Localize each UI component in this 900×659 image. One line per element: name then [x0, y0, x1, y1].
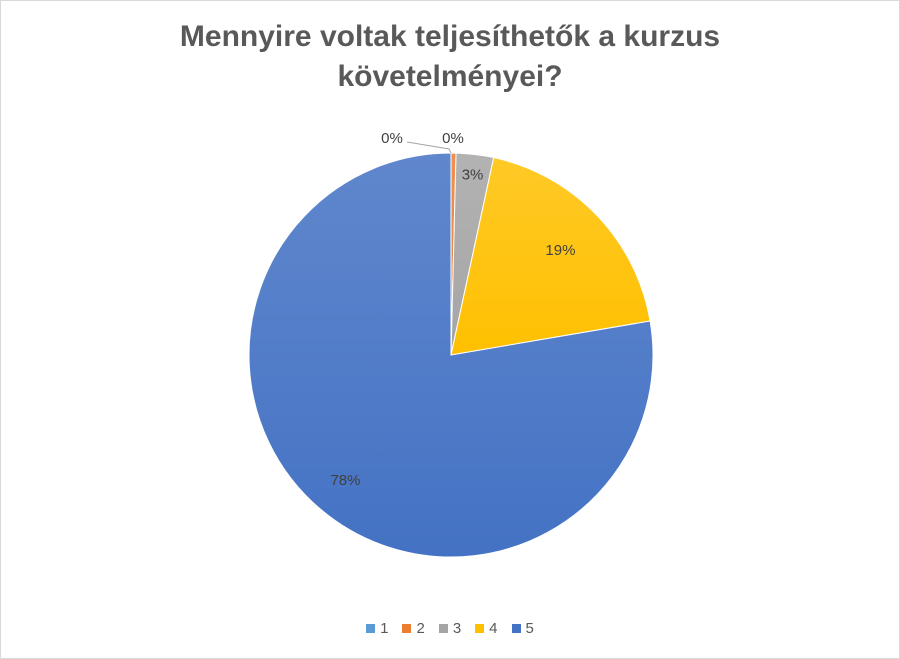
legend-item-5: 5: [511, 620, 534, 637]
data-label-3: 3%: [462, 166, 484, 183]
pie-slice-5: [248, 152, 654, 558]
data-label-1: 0%: [381, 130, 403, 147]
legend-swatch-1: [366, 624, 376, 633]
data-label-5: 78%: [330, 472, 360, 489]
legend-item-2: 2: [402, 620, 425, 637]
legend-item-4: 4: [475, 620, 498, 637]
legend-swatch-4: [475, 624, 485, 633]
chart-title-line-1: Mennyire voltak teljesíthetők a kurzus: [179, 20, 721, 53]
pie-slice-4: [450, 156, 651, 356]
chart-title-line-2: követelményei?: [337, 60, 563, 93]
legend-label-4: 4: [489, 620, 498, 637]
legend-label-2: 2: [416, 620, 425, 637]
legend-swatch-3: [438, 624, 448, 633]
legend-swatch-5: [511, 624, 521, 633]
leader-line: [406, 141, 452, 154]
legend-label-5: 5: [525, 620, 534, 637]
chart-title: Mennyire voltak teljesíthetők a kurzus k…: [1, 17, 899, 97]
data-label-2: 0%: [442, 130, 464, 147]
legend-item-1: 1: [366, 620, 388, 637]
legend-swatch-2: [402, 624, 412, 633]
legend-label-3: 3: [452, 620, 462, 637]
legend-item-3: 3: [438, 620, 462, 637]
data-label-4: 19%: [545, 242, 575, 259]
legend-label-1: 1: [380, 620, 389, 637]
legend: 1 2 3 4 5: [1, 620, 899, 637]
